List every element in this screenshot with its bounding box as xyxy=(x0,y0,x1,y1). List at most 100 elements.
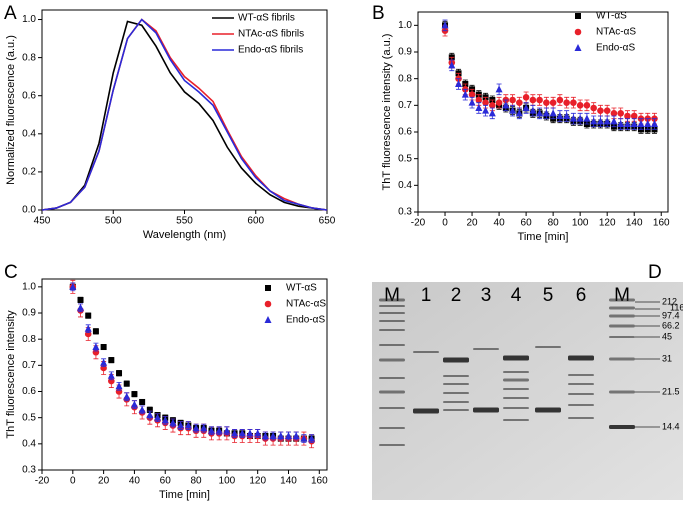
data-point xyxy=(177,421,185,429)
gel-band xyxy=(503,397,529,399)
data-point xyxy=(123,392,131,400)
x-tick-label: 160 xyxy=(653,218,670,229)
data-point xyxy=(69,282,77,290)
data-point xyxy=(495,99,503,106)
lane-label: 6 xyxy=(576,285,587,306)
panel-label: B xyxy=(372,3,385,24)
marker-label: 45 xyxy=(662,331,672,341)
data-point xyxy=(284,431,292,439)
y-tick-label: 0.8 xyxy=(22,52,36,63)
y-tick-label: 0.7 xyxy=(398,100,412,111)
data-point xyxy=(455,80,463,87)
data-point xyxy=(610,117,618,125)
data-point xyxy=(596,117,604,125)
data-point xyxy=(529,96,537,104)
gel-band xyxy=(443,409,469,411)
gel-band xyxy=(379,298,405,302)
y-tick-label: 0.9 xyxy=(398,47,412,58)
x-tick-label: 120 xyxy=(249,476,266,487)
gel-band xyxy=(413,351,439,353)
x-tick-label: 140 xyxy=(280,476,297,487)
legend-label: Endo-αS xyxy=(596,43,635,54)
data-point xyxy=(277,431,285,439)
data-point xyxy=(617,110,625,117)
data-point xyxy=(192,424,200,432)
gel-band xyxy=(379,312,405,314)
y-tick-label: 0.0 xyxy=(22,205,36,216)
data-point xyxy=(292,431,300,439)
data-point xyxy=(200,424,208,432)
data-point xyxy=(131,391,138,398)
x-tick-label: 600 xyxy=(247,216,264,227)
data-point xyxy=(502,101,510,109)
marker-label: 31 xyxy=(662,353,672,363)
y-tick-label: 0.2 xyxy=(22,167,36,178)
data-point xyxy=(116,370,123,377)
x-tick-label: 100 xyxy=(572,218,589,229)
data-point xyxy=(184,421,192,429)
data-point xyxy=(154,413,162,421)
data-point xyxy=(509,96,516,104)
data-point xyxy=(543,99,550,106)
lane-label: 1 xyxy=(421,285,432,306)
gel-background xyxy=(372,282,683,500)
data-point xyxy=(84,324,92,332)
x-tick-label: 140 xyxy=(626,218,643,229)
data-point xyxy=(246,429,254,437)
data-point xyxy=(130,400,138,408)
y-tick-label: 0.3 xyxy=(22,465,36,476)
y-tick-label: 1.0 xyxy=(398,20,412,31)
y-axis-title: Normalized fluorescence (a.u.) xyxy=(5,35,17,185)
marker-label: 212 xyxy=(662,296,677,306)
y-axis-title: ThT fluorescence intensity xyxy=(5,310,17,439)
x-axis-title: Time [min] xyxy=(159,489,210,501)
data-point xyxy=(139,398,146,405)
y-tick-label: 0.3 xyxy=(398,207,412,218)
marker-label: 14.4 xyxy=(662,421,680,431)
gel-band xyxy=(443,357,469,363)
series-line xyxy=(41,20,328,211)
data-point xyxy=(529,106,537,114)
data-point xyxy=(468,98,476,106)
data-point xyxy=(536,96,543,104)
data-point xyxy=(630,112,638,120)
gel-band xyxy=(568,374,594,376)
gel-band xyxy=(609,390,635,394)
gel-band xyxy=(535,407,561,413)
data-point xyxy=(482,99,489,106)
y-tick-label: 0.7 xyxy=(22,360,36,371)
lane-label: M xyxy=(384,285,400,306)
data-point xyxy=(100,344,107,351)
data-point xyxy=(161,416,169,424)
lane-label: 5 xyxy=(543,285,554,306)
series xyxy=(41,20,328,211)
y-tick-label: 1.0 xyxy=(22,14,36,25)
x-tick-label: 20 xyxy=(98,476,110,487)
gel-band xyxy=(379,329,405,331)
gel-band xyxy=(379,320,405,322)
lane-label: 2 xyxy=(451,285,462,306)
data-point xyxy=(107,371,115,379)
data-point xyxy=(549,109,557,117)
data-point xyxy=(522,104,530,111)
gel-band xyxy=(609,425,635,429)
gel-band xyxy=(609,336,635,338)
data-point xyxy=(488,109,496,117)
y-tick-label: 0.4 xyxy=(22,128,36,139)
gel-band xyxy=(443,401,469,403)
data-point xyxy=(123,380,130,387)
data-point xyxy=(461,90,469,98)
panel-label: D xyxy=(648,262,662,283)
data-point xyxy=(207,426,215,434)
gel-band xyxy=(379,427,405,429)
data-point xyxy=(261,431,269,439)
data-point xyxy=(215,426,223,434)
lane-label: M xyxy=(614,285,630,306)
gel-band xyxy=(379,407,405,409)
data-point xyxy=(590,117,598,125)
data-point xyxy=(597,107,604,114)
x-axis-title: Time [min] xyxy=(518,231,569,243)
gel-band xyxy=(503,419,529,421)
data-point xyxy=(556,112,564,119)
data-point xyxy=(563,99,570,106)
